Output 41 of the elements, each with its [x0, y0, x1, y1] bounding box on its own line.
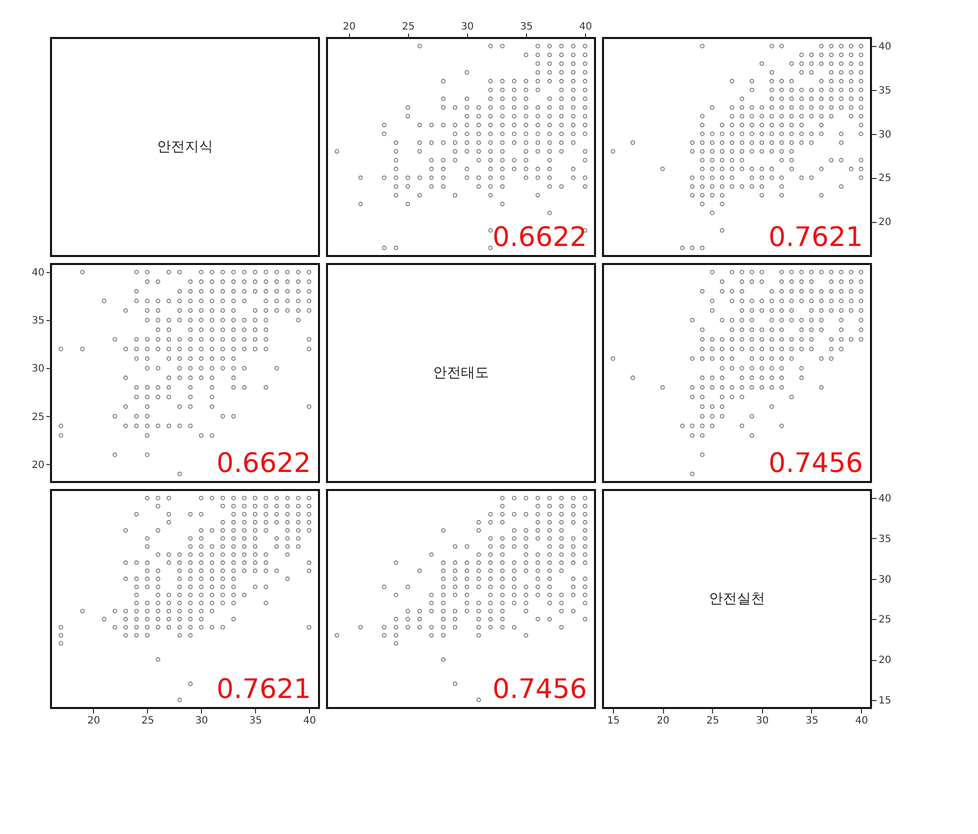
- x-tick-label: 35: [520, 22, 533, 32]
- y-tick-label: 25: [878, 173, 892, 184]
- x-tick-label: 20: [656, 716, 670, 726]
- y-tick-label: 25: [32, 412, 44, 423]
- x-tick-label: 30: [461, 22, 474, 32]
- y-tick-label: 20: [878, 655, 892, 666]
- x-tick-label: 15: [607, 716, 620, 726]
- y-tick-label: 35: [878, 85, 892, 96]
- x-tick-label: 40: [579, 22, 592, 32]
- y-tick-label: 20: [878, 217, 892, 228]
- x-tick-label: 40: [855, 716, 868, 726]
- y-tick-label: 20: [32, 460, 44, 471]
- x-tick-label: 20: [87, 716, 100, 726]
- x-tick-label: 25: [141, 716, 154, 726]
- x-tick-label: 30: [756, 716, 769, 726]
- y-tick-label: 40: [878, 494, 892, 505]
- annotation: 0.7621: [768, 222, 863, 253]
- y-tick-label: 35: [878, 534, 892, 545]
- y-tick-label: 25: [878, 614, 892, 626]
- x-tick-label: 25: [402, 22, 415, 32]
- y-tick-label: 40: [878, 42, 892, 53]
- annotation: 0.7456: [492, 674, 587, 705]
- x-tick-label: 30: [195, 716, 208, 726]
- annotation: 0.6622: [216, 448, 311, 479]
- x-tick-label: 25: [706, 716, 720, 726]
- text: 안전실천: [709, 591, 765, 607]
- x-tick-label: 35: [806, 716, 818, 726]
- x-tick-label: 35: [249, 716, 262, 726]
- y-tick-label: 30: [878, 574, 892, 586]
- annotation: 0.7621: [216, 674, 311, 705]
- y-tick-label: 30: [32, 364, 44, 375]
- x-tick-label: 20: [342, 22, 356, 32]
- y-tick-label: 30: [878, 129, 892, 140]
- text: 안전지식: [157, 139, 213, 155]
- text: 안전태도: [433, 365, 489, 381]
- annotation: 0.7456: [768, 448, 863, 479]
- x-tick-label: 40: [303, 716, 316, 726]
- annotation: 0.6622: [492, 222, 587, 253]
- y-tick-label: 35: [32, 316, 44, 327]
- y-tick-label: 15: [878, 695, 892, 706]
- y-tick-label: 40: [32, 268, 44, 279]
